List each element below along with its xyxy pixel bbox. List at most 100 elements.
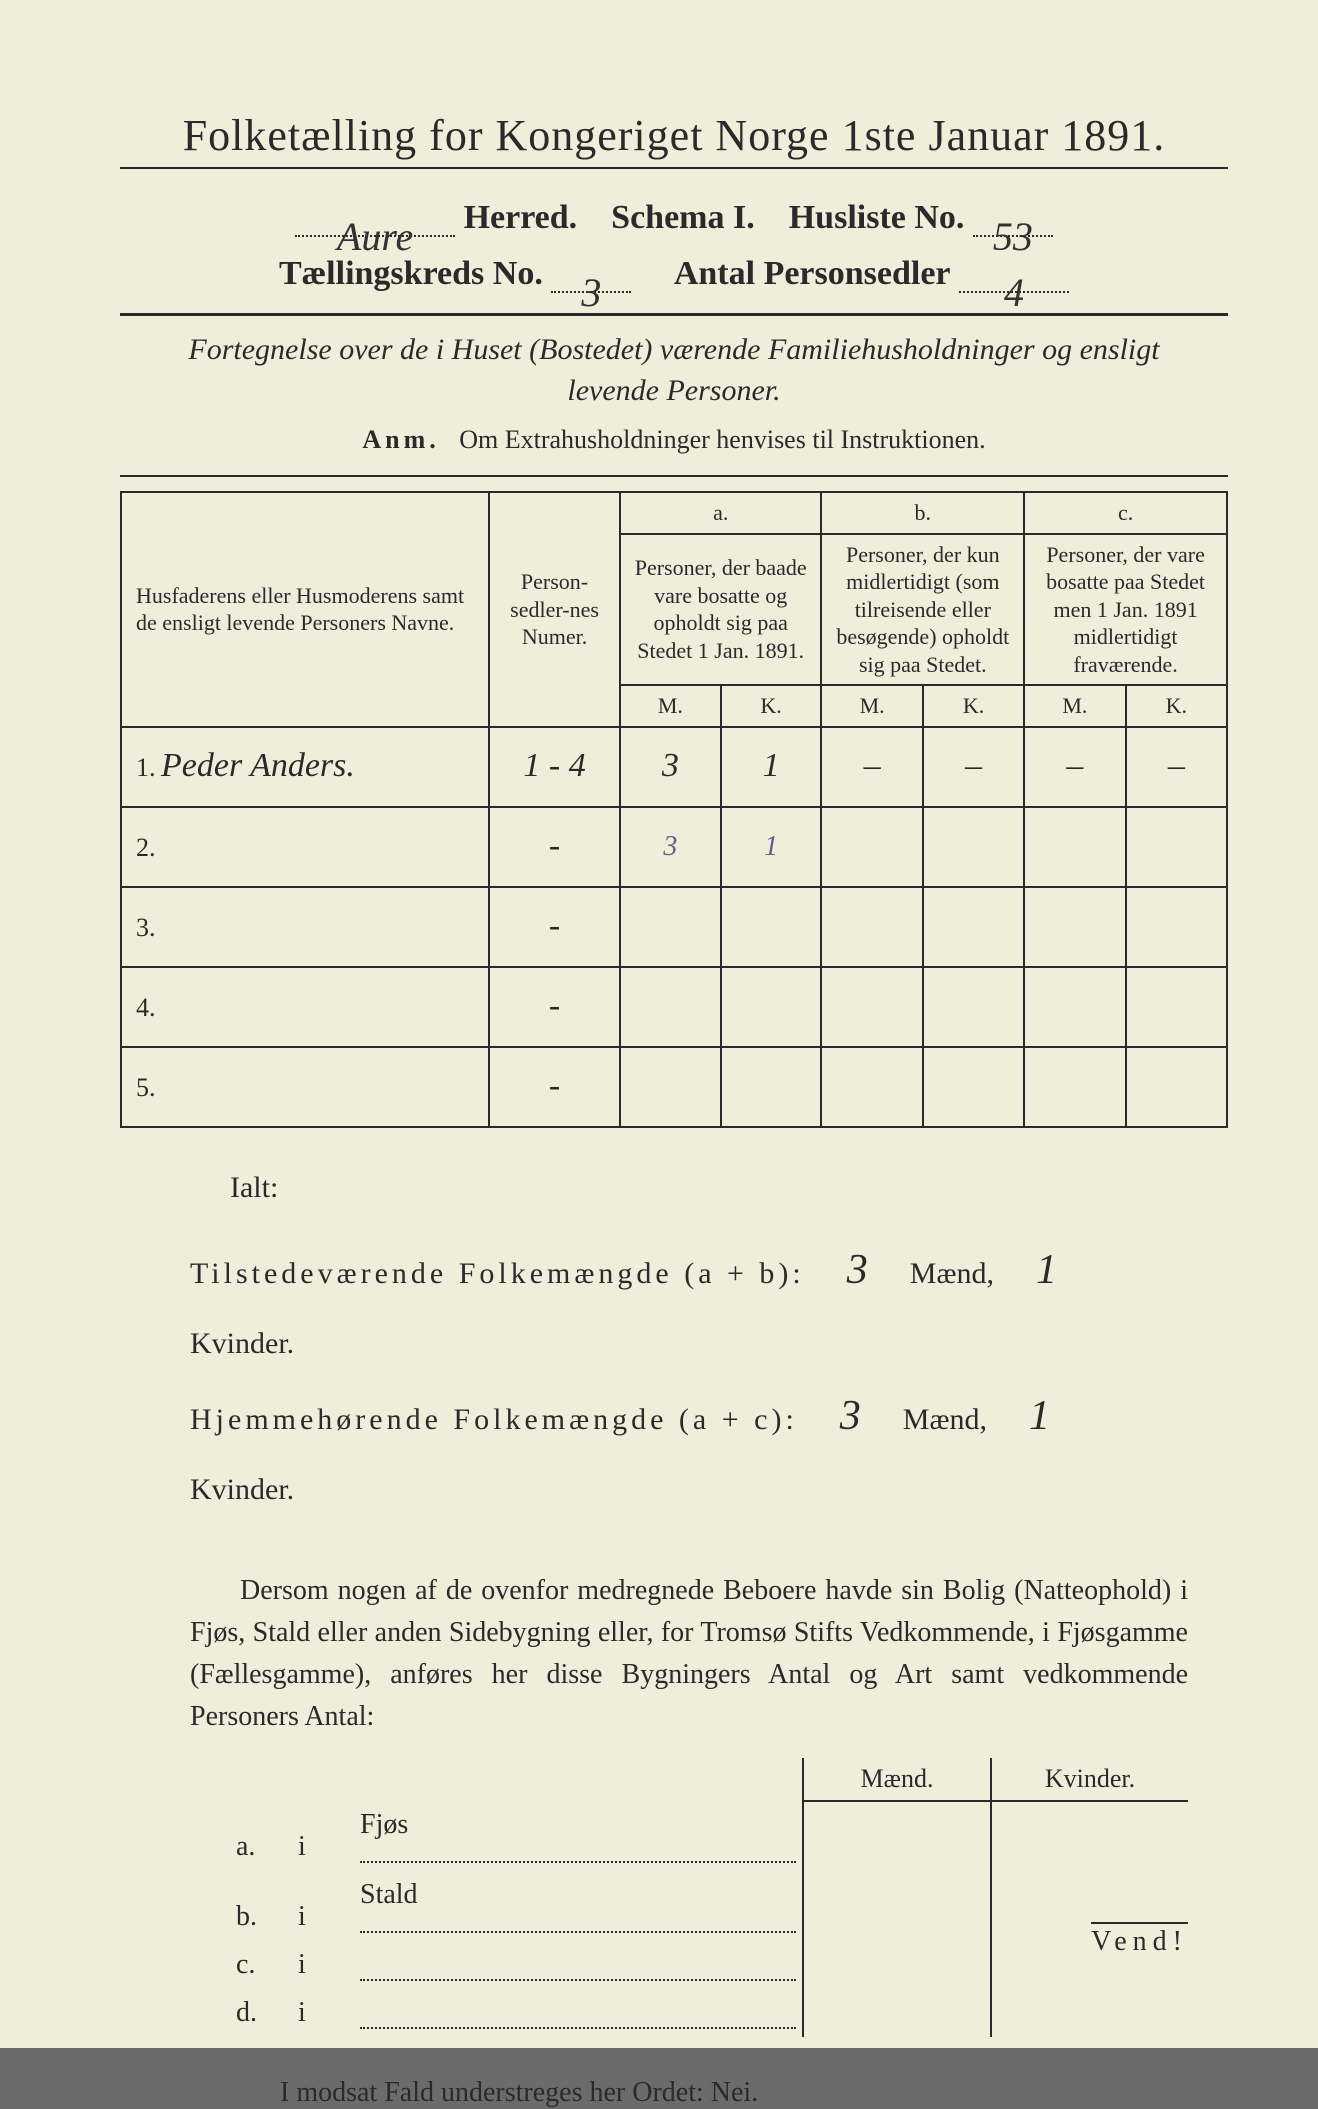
totals-line-2: Hjemmehørende Folkemængde (a + c): 3 Mæn… [190, 1374, 1188, 1520]
totals-line2-label: Hjemmehørende Folkemængde (a + c): [190, 1403, 798, 1436]
row-name-cell: 1. Peder Anders. [121, 727, 489, 807]
sb-kvinder-cell [991, 1801, 1188, 1871]
table-row: 1. Peder Anders.1 - 431–––– [121, 727, 1227, 807]
col-a-m: M. [620, 685, 721, 727]
table-head: Husfaderens eller Husmoderens samt de en… [121, 492, 1227, 727]
row-a-k [721, 887, 822, 967]
row-b-k [923, 1047, 1024, 1127]
kvinder-label-2: Kvinder. [190, 1473, 294, 1506]
row-c-k [1126, 807, 1227, 887]
totals-line-1: Tilstedeværende Folkemængde (a + b): 3 M… [190, 1228, 1188, 1374]
totals-l2-m: 3 [805, 1374, 895, 1460]
col-names: Husfaderens eller Husmoderens samt de en… [121, 492, 489, 727]
sidebuild-row: c.i [230, 1941, 1188, 1989]
sb-dots [360, 2007, 796, 2029]
side-building-table: Mænd. Kvinder. a.iFjøs b.iStald c.i d.i [230, 1758, 1188, 2037]
sedler-value: 4 [998, 270, 1030, 315]
totals-l1-k: 1 [1001, 1228, 1091, 1314]
row-b-m: – [821, 727, 922, 807]
sb-key: b. [230, 1871, 292, 1941]
sb-maend-cell [803, 1941, 991, 1989]
totals-l1-m: 3 [812, 1228, 902, 1314]
sb-dots [360, 1911, 796, 1933]
maend-label: Mænd, [910, 1257, 994, 1290]
ialt-label: Ialt: [230, 1158, 1188, 1218]
kreds-field: 3 [551, 265, 631, 293]
col-a-text: Personer, der baade vare bosatte og opho… [620, 534, 821, 686]
census-form-page: Folketælling for Kongeriget Norge 1ste J… [0, 0, 1318, 2048]
table-row: 3. - [121, 887, 1227, 967]
header-line-1: Aure Herred. Schema I. Husliste No. 53 [120, 199, 1228, 237]
anm-line: Anm. Om Extrahusholdninger henvises til … [120, 425, 1228, 455]
totals-l2-k: 1 [994, 1374, 1084, 1460]
sb-label-cell [354, 1989, 803, 2037]
row-b-k [923, 887, 1024, 967]
col-a-label: a. [620, 492, 821, 534]
sb-label: Stald [360, 1879, 418, 1910]
row-a-k: 1 [721, 807, 822, 887]
nei-line: I modsat Fald understreges her Ordet: Ne… [230, 2077, 1188, 2109]
table-row: 5. - [121, 1047, 1227, 1127]
vend-label: Vend! [1091, 1922, 1188, 1958]
row-a-k [721, 1047, 822, 1127]
row-c-m: – [1024, 727, 1125, 807]
header-line-2: Tællingskreds No. 3 Antal Personsedler 4 [120, 255, 1228, 293]
row-b-m [821, 807, 922, 887]
col-b-text: Personer, der kun midlertidigt (som tilr… [821, 534, 1024, 686]
row-numer: - [489, 1047, 620, 1127]
table-body: 1. Peder Anders.1 - 431––––2. -313. -4. … [121, 727, 1227, 1127]
row-a-m [620, 1047, 721, 1127]
row-name-cell: 5. [121, 1047, 489, 1127]
totals-block: Ialt: Tilstedeværende Folkemængde (a + b… [190, 1158, 1188, 1520]
husliste-value: 53 [987, 214, 1039, 259]
row-numer: - [489, 887, 620, 967]
sb-kvinder-header: Kvinder. [991, 1758, 1188, 1801]
sb-key: c. [230, 1941, 292, 1989]
sb-dots [360, 1841, 796, 1863]
herred-label: Herred. [464, 199, 578, 236]
row-a-m [620, 887, 721, 967]
row-c-m [1024, 807, 1125, 887]
row-name-cell: 4. [121, 967, 489, 1047]
divider-2 [120, 475, 1228, 477]
row-a-m: 3 [620, 807, 721, 887]
sidebuild-row: a.iFjøs [230, 1801, 1188, 1871]
divider-1 [120, 313, 1228, 316]
subtitle: Fortegnelse over de i Huset (Bostedet) v… [160, 330, 1188, 411]
row-a-m [620, 967, 721, 1047]
husliste-label: Husliste No. [789, 199, 965, 236]
row-c-m [1024, 887, 1125, 967]
col-numer: Person-sedler-nes Numer. [489, 492, 620, 727]
sb-label-cell [354, 1941, 803, 1989]
sb-i: i [292, 1989, 354, 2037]
col-c-label: c. [1024, 492, 1227, 534]
col-c-m: M. [1024, 685, 1125, 727]
row-b-m [821, 887, 922, 967]
sb-i: i [292, 1801, 354, 1871]
sb-i: i [292, 1941, 354, 1989]
sedler-field: 4 [959, 265, 1069, 293]
row-c-k [1126, 887, 1227, 967]
sb-kvinder-cell [991, 1989, 1188, 2037]
sb-maend-cell [803, 1871, 991, 1941]
sidebuild-row: d.i [230, 1989, 1188, 2037]
row-numer: 1 - 4 [489, 727, 620, 807]
sb-label-cell: Fjøs [354, 1801, 803, 1871]
schema-label: Schema I. [611, 199, 755, 236]
row-c-k [1126, 967, 1227, 1047]
col-b-m: M. [821, 685, 922, 727]
col-b-k: K. [923, 685, 1024, 727]
row-c-k [1126, 1047, 1227, 1127]
sb-dots [360, 1959, 796, 1981]
totals-line1-label: Tilstedeværende Folkemængde (a + b): [190, 1257, 805, 1290]
kreds-value: 3 [575, 270, 607, 315]
row-b-k [923, 967, 1024, 1047]
row-b-k [923, 807, 1024, 887]
row-a-k: 1 [721, 727, 822, 807]
row-a-k [721, 967, 822, 1047]
sb-label: Fjøs [360, 1809, 408, 1840]
sb-key: a. [230, 1801, 292, 1871]
row-c-m [1024, 967, 1125, 1047]
row-c-m [1024, 1047, 1125, 1127]
col-a-k: K. [721, 685, 822, 727]
